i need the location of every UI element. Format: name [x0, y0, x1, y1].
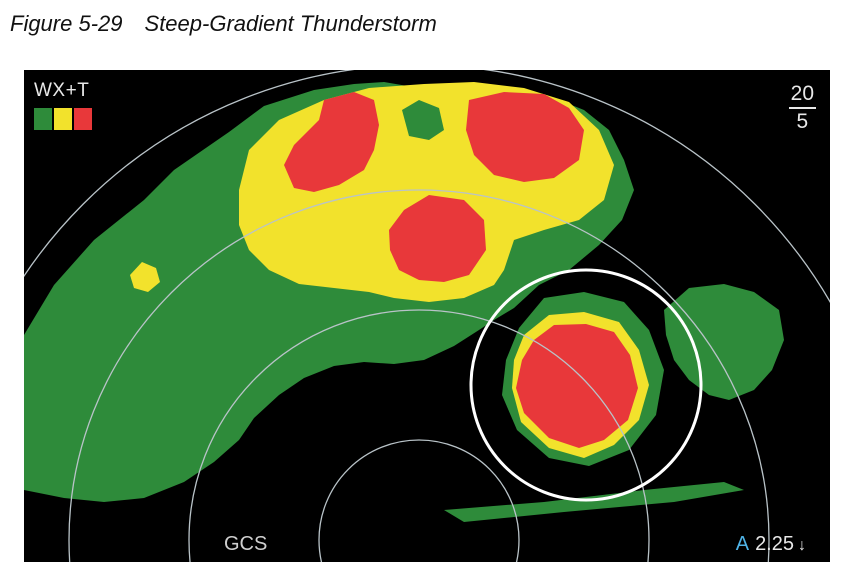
antenna-tilt-value: 2.25	[755, 533, 794, 555]
radar-scope	[24, 70, 830, 562]
green-streak	[444, 482, 744, 522]
figure-caption: Figure 5-29 Steep-Gradient Thunderstorm	[10, 6, 437, 42]
red-cell-left	[284, 92, 379, 192]
color-legend	[34, 108, 94, 130]
small-yellow-cell	[130, 262, 160, 292]
legend-green-swatch	[34, 108, 52, 130]
storm-highlight-circle	[469, 268, 703, 502]
range-ring-inner	[318, 439, 520, 562]
radar-mode-label: WX+T	[34, 80, 90, 101]
storm-red-core	[516, 324, 638, 448]
green-gap	[402, 100, 444, 140]
range-outer-value: 20	[788, 82, 816, 109]
legend-yellow-swatch	[54, 108, 72, 130]
figure-title: Steep-Gradient Thunderstorm	[144, 11, 437, 36]
gcs-label: GCS	[224, 533, 268, 555]
range-readout: 20 5	[788, 82, 816, 135]
antenna-mode: A	[735, 533, 750, 555]
green-echo-right	[664, 284, 784, 400]
range-ring-middle	[188, 309, 650, 562]
red-cell-center	[389, 195, 486, 282]
range-rings	[24, 70, 830, 562]
tilt-down-arrow-icon: ↓	[798, 537, 806, 554]
legend-red-swatch	[74, 108, 92, 130]
range-inner-value: 5	[796, 110, 809, 133]
range-ring-outer	[68, 189, 770, 562]
antenna-tilt-readout: A 2.25 ↓	[736, 533, 806, 556]
weather-radar-display: WX+T 20 5 GCS A 2.25 ↓	[24, 70, 830, 562]
figure-number: Figure 5-29	[10, 11, 123, 36]
red-cell-right	[466, 92, 584, 182]
